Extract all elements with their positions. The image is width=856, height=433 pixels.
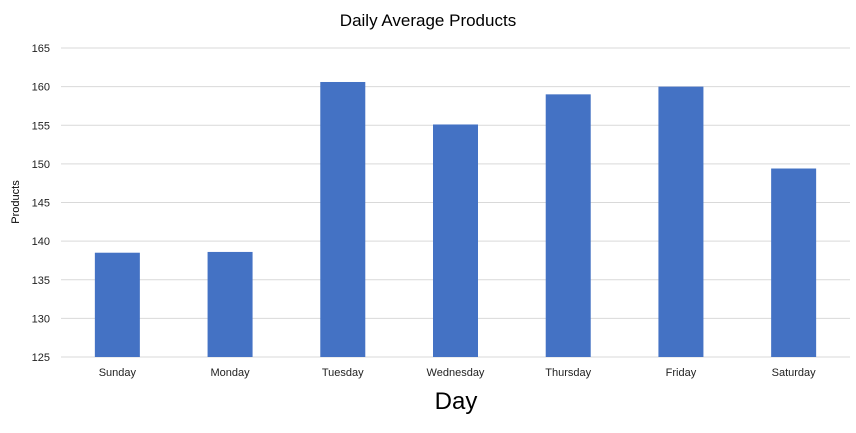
bar-wednesday xyxy=(433,124,478,357)
bar-saturday xyxy=(771,168,817,357)
bar-friday xyxy=(658,86,704,357)
x-tick-label-monday: Monday xyxy=(211,367,251,379)
bar-thursday xyxy=(545,94,591,357)
x-tick-label-friday: Friday xyxy=(666,367,697,379)
chart-title: Daily Average Products xyxy=(340,11,516,30)
bar-monday xyxy=(207,251,253,357)
x-tick-label-thursday: Thursday xyxy=(545,367,591,379)
y-tick-label: 160 xyxy=(32,82,50,94)
x-axis-ticks: Sunday Monday Tuesday Wednesday Thursday Frid… xyxy=(99,367,816,379)
x-tick-label-sunday: Sunday xyxy=(99,367,137,379)
y-tick-label: 150 xyxy=(32,159,50,171)
bar-sunday xyxy=(94,252,140,357)
x-tick-label-tuesday: Tuesday xyxy=(322,367,364,379)
x-tick-label-saturday: Saturday xyxy=(772,367,817,379)
x-tick-label-wednesday: Wednesday xyxy=(427,367,485,379)
bar-tuesday xyxy=(320,81,366,358)
y-tick-label: 165 xyxy=(32,43,50,55)
y-axis-label: Products xyxy=(10,180,22,224)
x-axis-label: Day xyxy=(435,388,478,415)
y-axis-ticks: 125 130 135 140 145 150 155 160 165 xyxy=(32,43,50,364)
y-tick-label: 135 xyxy=(32,275,50,287)
bars xyxy=(94,81,817,358)
y-tick-label: 125 xyxy=(32,352,50,364)
y-tick-label: 140 xyxy=(32,236,50,248)
y-tick-label: 130 xyxy=(32,313,50,325)
y-tick-label: 155 xyxy=(32,120,50,132)
y-tick-label: 145 xyxy=(32,198,50,210)
